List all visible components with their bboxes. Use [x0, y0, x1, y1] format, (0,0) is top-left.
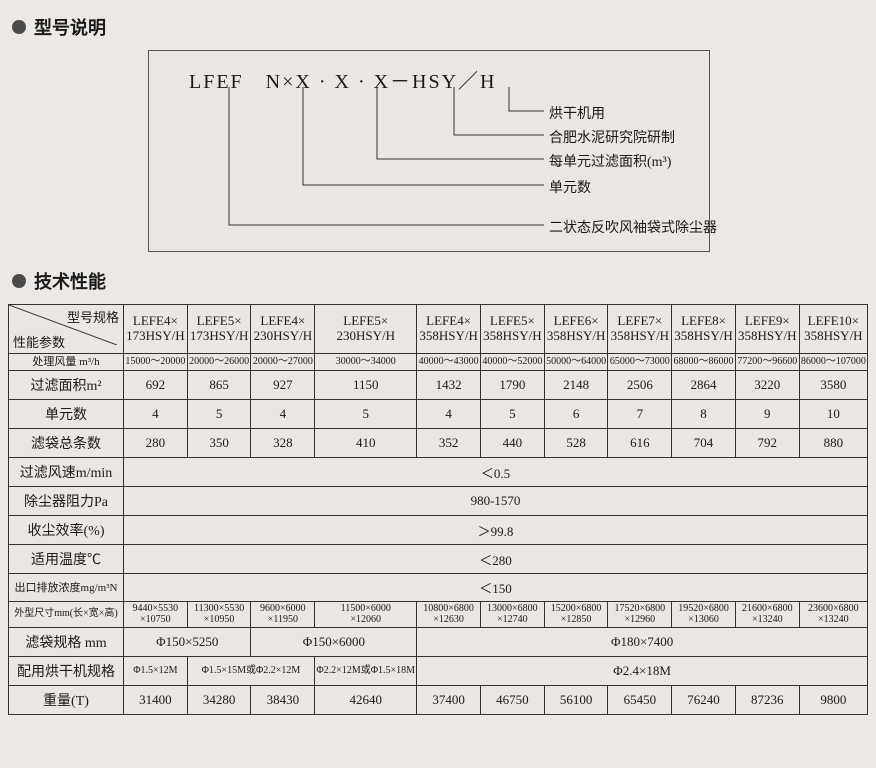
- hdr-bot: 性能参数: [13, 332, 65, 351]
- bullet-icon: [12, 20, 26, 34]
- table-row: 适用温度℃＜280: [9, 545, 868, 574]
- table-row: 过滤面积m² 692865927115014321790214825062864…: [9, 371, 868, 400]
- model-diagram: LFEF N×X · X · X－HSY／H 烘干机用 合肥水泥研究院研制 每单…: [148, 50, 710, 252]
- table-row: 过滤风速m/min＜0.5: [9, 458, 868, 487]
- table-row: 出口排放浓度mg/m³N＜150: [9, 574, 868, 602]
- table-row: 收尘效率(%)＞99.8: [9, 516, 868, 545]
- table-row: 除尘器阻力Pa980-1570: [9, 487, 868, 516]
- header-row: 型号规格 性能参数 LEFE4×173HSY/H LEFE5×173HSY/H …: [9, 305, 868, 354]
- section1-title: 型号说明: [12, 14, 868, 40]
- table-row: 处理风量 m³/h 15000～2000020000～2600020000～27…: [9, 354, 868, 371]
- diag-l4: 单元数: [549, 177, 591, 197]
- header-diagonal: 型号规格 性能参数: [9, 305, 124, 354]
- col-header: LEFE10×358HSY/H: [799, 305, 867, 354]
- diag-l3: 每单元过滤面积(m³): [549, 151, 671, 171]
- section2-text: 技术性能: [34, 268, 106, 294]
- col-header: LEFE8×358HSY/H: [672, 305, 736, 354]
- diag-l1: 烘干机用: [549, 103, 605, 123]
- col-header: LEFE7×358HSY/H: [608, 305, 672, 354]
- diag-l2: 合肥水泥研究院研制: [549, 127, 675, 147]
- section1-text: 型号说明: [34, 14, 106, 40]
- spec-table: 型号规格 性能参数 LEFE4×173HSY/H LEFE5×173HSY/H …: [8, 304, 868, 715]
- bullet-icon: [12, 274, 26, 288]
- table-row: 配用烘干机规格 Φ1.5×12M Φ1.5×15M或Φ2.2×12M Φ2.2×…: [9, 657, 868, 686]
- col-header: LEFE5×173HSY/H: [187, 305, 251, 354]
- table-row: 单元数 454545678910: [9, 400, 868, 429]
- col-header: LEFE6×358HSY/H: [544, 305, 608, 354]
- col-header: LEFE4×358HSY/H: [417, 305, 481, 354]
- table-row: 外型尺寸mm(长×宽×高) 9440×5530×10750 11300×5530…: [9, 602, 868, 628]
- diag-l5: 二状态反吹风袖袋式除尘器: [549, 217, 717, 237]
- col-header: LEFE4×230HSY/H: [251, 305, 315, 354]
- table-row: 滤袋总条数 280350328410352440528616704792880: [9, 429, 868, 458]
- table-row: 重量(T) 3140034280384304264037400467505610…: [9, 686, 868, 715]
- col-header: LEFE5×230HSY/H: [315, 305, 417, 354]
- col-header: LEFE5×358HSY/H: [480, 305, 544, 354]
- section2-title: 技术性能: [12, 268, 868, 294]
- col-header: LEFE4×173HSY/H: [124, 305, 188, 354]
- hdr-top: 型号规格: [67, 307, 119, 326]
- col-header: LEFE9×358HSY/H: [735, 305, 799, 354]
- table-row: 滤袋规格 mm Φ150×5250 Φ150×6000 Φ180×7400: [9, 628, 868, 657]
